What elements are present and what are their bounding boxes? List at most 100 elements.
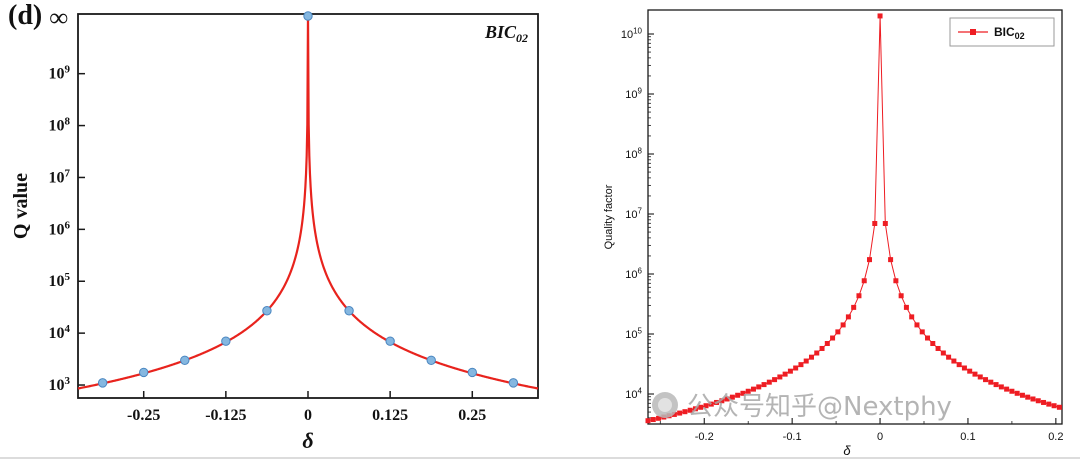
data-point bbox=[808, 354, 814, 360]
data-point bbox=[180, 355, 190, 365]
y-infinity-label: ∞ bbox=[49, 3, 68, 32]
y-axis: 103 104 105 106 107 108 109 ∞ bbox=[49, 3, 85, 394]
legend-marker-icon bbox=[970, 29, 976, 35]
data-point bbox=[262, 306, 272, 316]
data-point bbox=[782, 371, 788, 377]
data-point bbox=[703, 403, 709, 409]
data-point bbox=[666, 413, 672, 419]
y-tick-label: 106 bbox=[625, 267, 642, 281]
x-tick-label: 0.125 bbox=[372, 407, 408, 424]
left-chart: 103 104 105 106 107 108 109 ∞ Q value -0.25 -0.125… bbox=[10, 3, 539, 453]
x-axis: -0.25 -0.125 0 0.125 0.25 δ bbox=[127, 391, 486, 453]
data-point bbox=[803, 358, 809, 364]
data-point bbox=[967, 368, 973, 374]
data-point bbox=[745, 388, 751, 394]
data-point bbox=[824, 341, 830, 347]
data-point bbox=[898, 293, 904, 299]
data-point bbox=[735, 392, 741, 398]
x-axis-title: δ bbox=[302, 428, 313, 453]
y-axis-title: Q value bbox=[10, 173, 32, 239]
data-point bbox=[650, 417, 656, 423]
data-point bbox=[972, 371, 978, 377]
y-tick-label: 108 bbox=[49, 116, 71, 135]
data-point bbox=[946, 354, 952, 360]
bottom-divider bbox=[0, 457, 1080, 459]
data-point bbox=[671, 411, 677, 417]
data-point bbox=[426, 355, 436, 365]
data-point bbox=[1051, 403, 1057, 409]
legend: BIC02 bbox=[949, 17, 1055, 47]
data-point bbox=[656, 415, 662, 421]
x-tick-label: 0 bbox=[304, 407, 312, 424]
data-point bbox=[872, 221, 878, 227]
series-line bbox=[647, 15, 1060, 422]
data-point bbox=[961, 365, 967, 371]
series-markers bbox=[645, 13, 1062, 424]
data-point bbox=[729, 394, 735, 400]
data-point bbox=[930, 341, 936, 347]
data-point bbox=[1004, 386, 1010, 392]
data-point bbox=[956, 362, 962, 368]
data-point bbox=[772, 377, 778, 383]
data-point bbox=[1035, 398, 1041, 404]
y-tick-label: 107 bbox=[625, 207, 642, 221]
data-point bbox=[845, 314, 851, 320]
y-tick-label: 104 bbox=[49, 323, 71, 342]
scatter-points bbox=[97, 11, 519, 388]
data-point bbox=[951, 358, 957, 364]
data-point bbox=[835, 329, 841, 335]
right-chart: 104 105 106 107 108 109 1010 Quality factor -0.2… bbox=[603, 9, 1063, 458]
legend-label: BIC02 bbox=[994, 25, 1025, 41]
data-point bbox=[988, 379, 994, 385]
data-point bbox=[830, 335, 836, 341]
data-point bbox=[867, 257, 873, 263]
data-point bbox=[787, 368, 793, 374]
x-tick-label: 0.2 bbox=[1048, 431, 1063, 443]
y-axis-title: Quality factor bbox=[603, 184, 615, 249]
data-point bbox=[687, 407, 693, 413]
data-point bbox=[893, 278, 899, 284]
data-point bbox=[793, 365, 799, 371]
data-point bbox=[840, 322, 846, 328]
data-point bbox=[877, 13, 883, 19]
data-point bbox=[1046, 401, 1052, 407]
data-point bbox=[719, 398, 725, 404]
y-tick-label: 106 bbox=[49, 219, 71, 238]
y-axis: 104 105 106 107 108 109 1010 bbox=[621, 27, 654, 419]
data-point bbox=[303, 11, 313, 21]
data-point bbox=[467, 367, 477, 378]
y-tick-label: 107 bbox=[49, 167, 71, 186]
data-point bbox=[1041, 399, 1047, 405]
data-point bbox=[814, 350, 820, 356]
data-point bbox=[708, 401, 714, 407]
data-point bbox=[645, 418, 651, 424]
data-point bbox=[698, 404, 704, 410]
data-point bbox=[940, 350, 946, 356]
data-point bbox=[714, 399, 720, 405]
data-point bbox=[1030, 396, 1036, 402]
data-point bbox=[692, 406, 698, 412]
y-tick-label: 109 bbox=[625, 87, 642, 101]
data-point bbox=[856, 293, 862, 299]
y-tick-label: 104 bbox=[625, 387, 642, 401]
data-point bbox=[761, 382, 767, 388]
data-point bbox=[977, 374, 983, 380]
data-point bbox=[909, 314, 915, 320]
data-point bbox=[724, 396, 730, 402]
data-point bbox=[750, 386, 756, 392]
y-tick-label: 109 bbox=[49, 64, 71, 83]
y-tick-label: 103 bbox=[49, 375, 71, 394]
x-tick-label: 0.25 bbox=[458, 407, 486, 424]
x-axis-title: δ bbox=[843, 443, 851, 458]
annotation-bic02: BIC02 bbox=[484, 22, 528, 45]
x-tick-label: -0.1 bbox=[783, 431, 802, 443]
y-tick-label: 1010 bbox=[621, 27, 643, 41]
data-point bbox=[1056, 404, 1062, 410]
data-point bbox=[998, 384, 1004, 390]
data-point bbox=[798, 362, 804, 368]
data-point bbox=[851, 304, 857, 310]
data-point bbox=[777, 374, 783, 380]
data-point bbox=[97, 378, 108, 388]
data-point bbox=[993, 382, 999, 388]
